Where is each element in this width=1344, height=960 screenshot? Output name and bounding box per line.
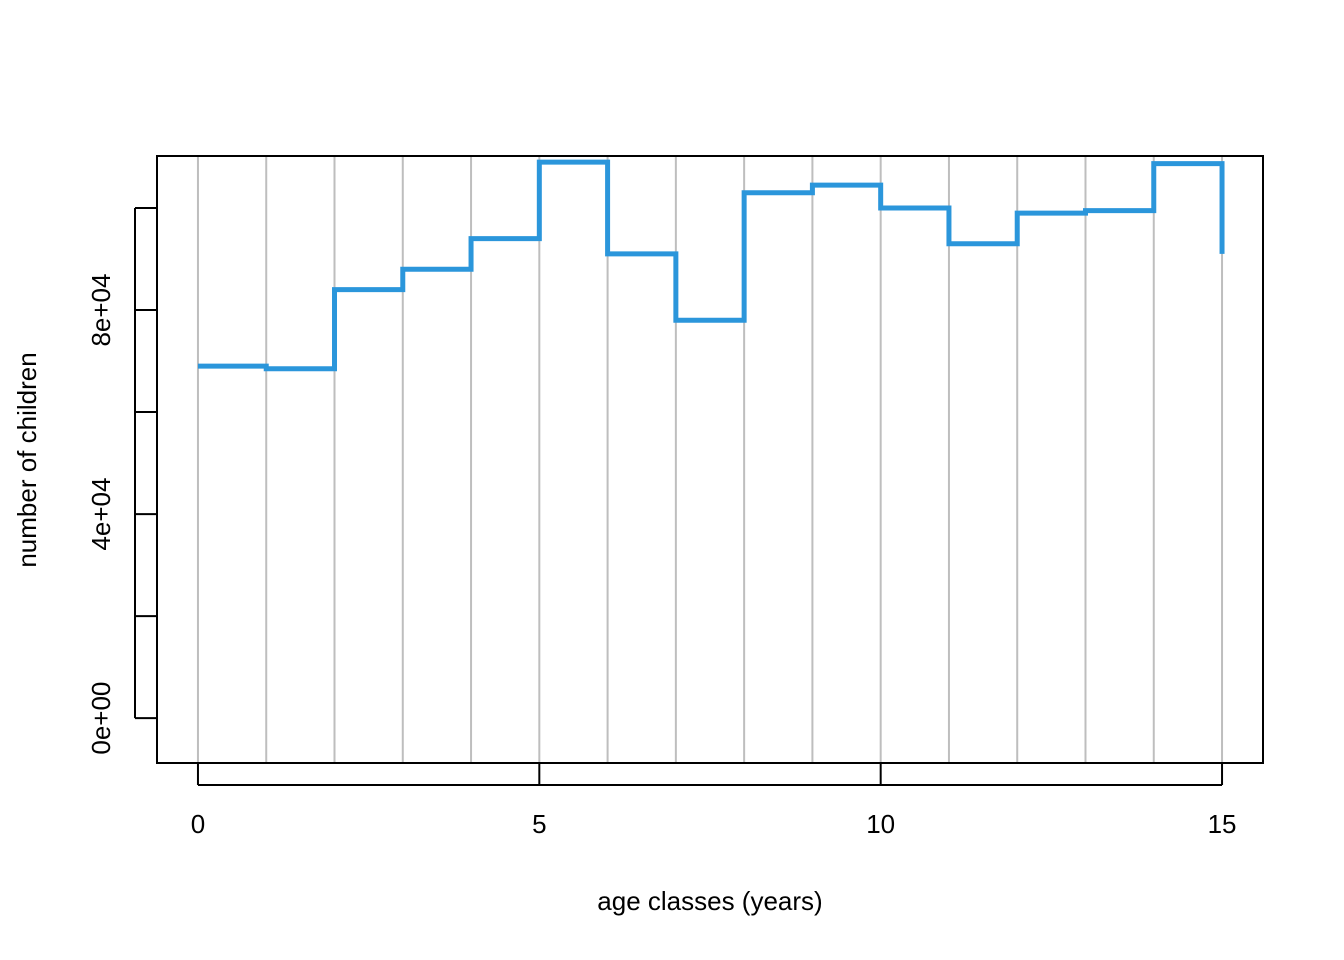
x-tick-label: 10 <box>866 809 895 839</box>
y-tick-label: 0e+00 <box>86 682 116 755</box>
y-axis: 0e+00 4e+04 8e+04 <box>86 207 157 755</box>
series-group <box>197 159 1225 372</box>
x-tick-label: 0 <box>191 809 205 839</box>
x-tick-label: 5 <box>532 809 546 839</box>
y-axis-label: number of children <box>12 352 42 567</box>
y-tick-label: 4e+04 <box>86 478 116 551</box>
y-tick-label: 8e+04 <box>86 274 116 347</box>
gridlines <box>196 156 1224 763</box>
plot-frame <box>156 155 1264 764</box>
series-step-line <box>197 159 1225 372</box>
x-axis-label: age classes (years) <box>597 886 822 916</box>
x-axis: 0 5 10 15 <box>191 763 1237 839</box>
x-tick-label: 15 <box>1208 809 1237 839</box>
